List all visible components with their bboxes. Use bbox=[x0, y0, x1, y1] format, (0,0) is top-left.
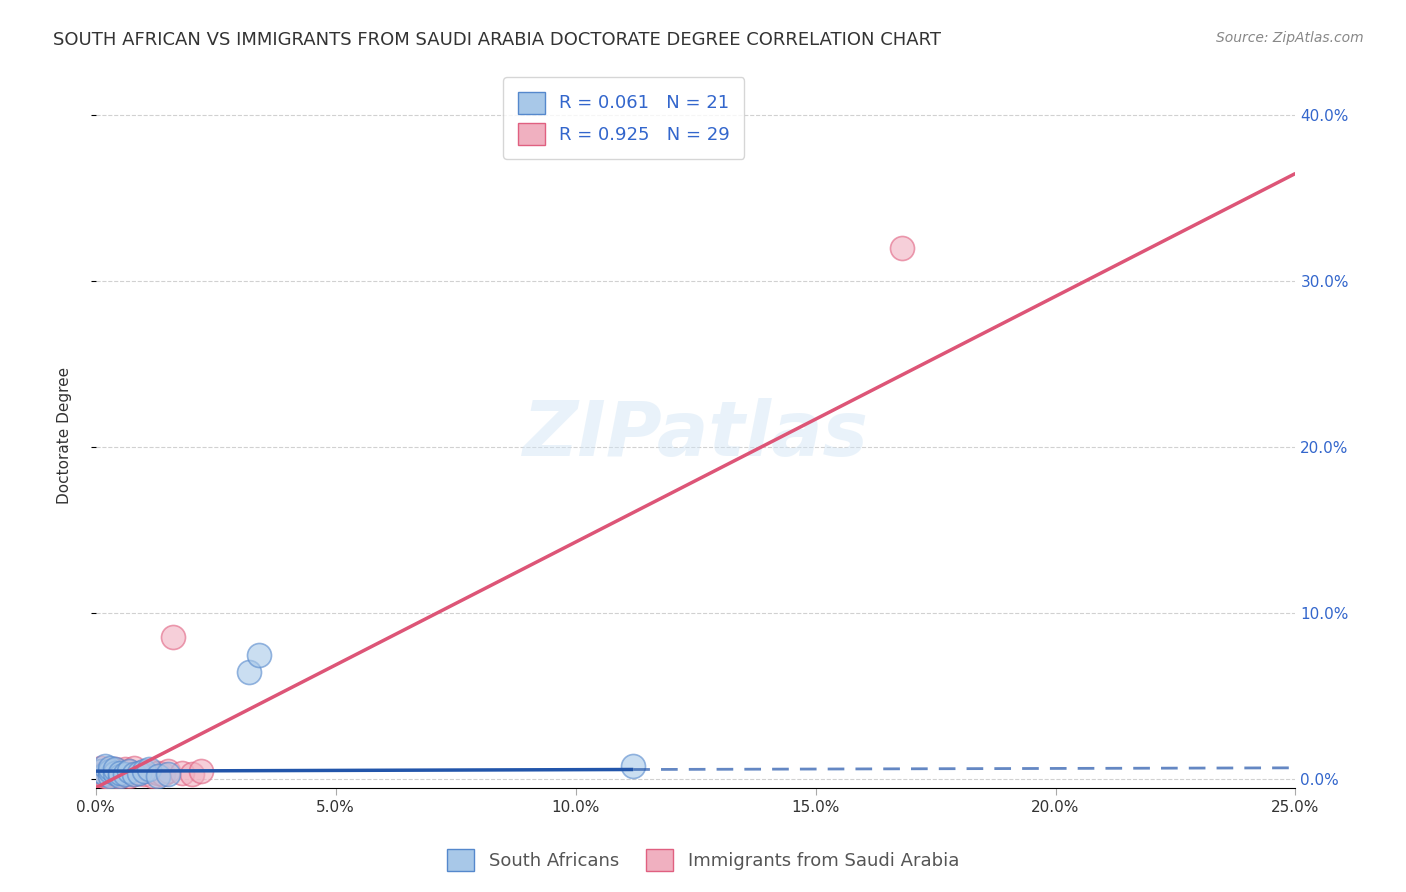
Point bbox=[138, 764, 160, 779]
Point bbox=[152, 767, 174, 781]
Point bbox=[90, 764, 112, 779]
Point bbox=[146, 769, 169, 783]
Legend: R = 0.061   N = 21, R = 0.925   N = 29: R = 0.061 N = 21, R = 0.925 N = 29 bbox=[503, 77, 744, 159]
Point bbox=[98, 761, 121, 775]
Text: Source: ZipAtlas.com: Source: ZipAtlas.com bbox=[1216, 31, 1364, 45]
Point bbox=[94, 759, 117, 773]
Point bbox=[190, 764, 212, 779]
Point bbox=[128, 765, 150, 780]
Point bbox=[247, 648, 270, 662]
Point bbox=[94, 765, 117, 780]
Point bbox=[156, 767, 179, 781]
Point bbox=[142, 769, 165, 783]
Point bbox=[118, 764, 141, 779]
Point bbox=[172, 765, 194, 780]
Point bbox=[98, 771, 121, 785]
Point bbox=[118, 769, 141, 783]
Point bbox=[90, 761, 112, 775]
Point bbox=[104, 763, 127, 777]
Point bbox=[132, 764, 155, 779]
Point bbox=[621, 759, 644, 773]
Point bbox=[238, 665, 260, 679]
Point bbox=[90, 764, 112, 779]
Point bbox=[122, 761, 145, 775]
Point bbox=[162, 630, 184, 644]
Point bbox=[180, 767, 202, 781]
Text: ZIPatlas: ZIPatlas bbox=[523, 398, 869, 472]
Text: SOUTH AFRICAN VS IMMIGRANTS FROM SAUDI ARABIA DOCTORATE DEGREE CORRELATION CHART: SOUTH AFRICAN VS IMMIGRANTS FROM SAUDI A… bbox=[53, 31, 942, 49]
Point bbox=[114, 767, 136, 781]
Point bbox=[104, 763, 127, 777]
Point bbox=[108, 765, 131, 780]
Point bbox=[108, 764, 131, 779]
Legend: South Africans, Immigrants from Saudi Arabia: South Africans, Immigrants from Saudi Ar… bbox=[440, 842, 966, 879]
Point bbox=[98, 765, 121, 780]
Point bbox=[122, 767, 145, 781]
Point bbox=[94, 767, 117, 781]
Point bbox=[114, 763, 136, 777]
Point bbox=[94, 769, 117, 783]
Point bbox=[128, 765, 150, 780]
Point bbox=[138, 763, 160, 777]
Point bbox=[104, 767, 127, 781]
Point bbox=[132, 767, 155, 781]
Point bbox=[891, 241, 914, 255]
Point bbox=[90, 767, 112, 781]
Point bbox=[98, 764, 121, 779]
Point bbox=[104, 765, 127, 780]
Point bbox=[146, 765, 169, 780]
Point bbox=[118, 764, 141, 779]
Point bbox=[122, 767, 145, 781]
Point bbox=[156, 764, 179, 779]
Point bbox=[98, 769, 121, 783]
Point bbox=[108, 769, 131, 783]
Point bbox=[108, 769, 131, 783]
Y-axis label: Doctorate Degree: Doctorate Degree bbox=[58, 367, 72, 503]
Point bbox=[114, 767, 136, 781]
